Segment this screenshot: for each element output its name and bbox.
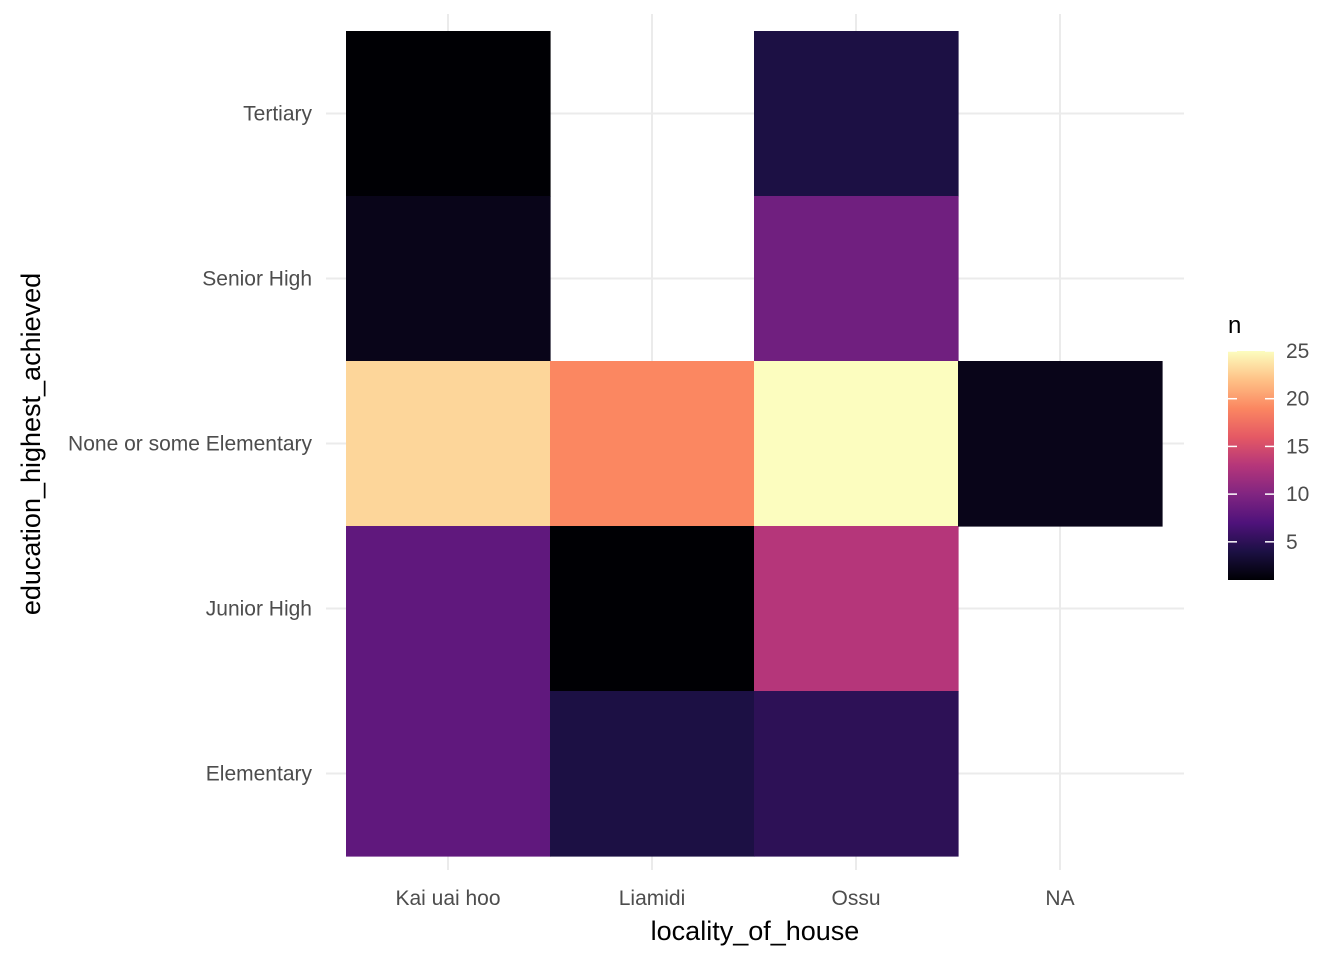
legend-colorbar: [1228, 351, 1274, 580]
heatmap-cell-kai-uai-hoo-junior-high: [346, 526, 551, 692]
heatmap-cell-kai-uai-hoo-none-or-some-elementary: [346, 361, 551, 527]
y-tick-label: Tertiary: [243, 103, 312, 126]
heatmap-cell-kai-uai-hoo-senior-high: [346, 196, 551, 362]
legend-tick-label: 5: [1286, 531, 1298, 554]
heatmap-cell-liamidi-junior-high: [550, 526, 755, 692]
legend-tick-label: 25: [1286, 340, 1309, 363]
heatmap-cell-ossu-senior-high: [754, 196, 959, 362]
color-legend: n 5 10 15 20 25: [1228, 312, 1309, 580]
x-tick-label: Kai uai hoo: [395, 887, 500, 910]
x-axis-tick-labels: Kai uai hoo Liamidi Ossu NA: [395, 887, 1074, 910]
x-tick-label: NA: [1045, 887, 1074, 910]
heatmap-cell-kai-uai-hoo-tertiary: [346, 31, 551, 197]
x-tick-label: Ossu: [831, 887, 880, 910]
legend-tick-label: 15: [1286, 435, 1309, 458]
y-axis-title: education_highest_achieved: [16, 273, 46, 615]
x-tick-label: Liamidi: [619, 887, 686, 910]
heatmap-cell-liamidi-none-or-some-elementary: [550, 361, 755, 527]
heatmap-cells: [346, 31, 1163, 857]
legend-ticks: 5 10 15 20 25: [1228, 340, 1309, 554]
heatmap-cell-ossu-junior-high: [754, 526, 959, 692]
y-axis-tick-labels: Elementary Junior High None or some Elemen…: [68, 103, 312, 786]
legend-tick-label: 10: [1286, 483, 1309, 506]
heatmap-cell-na-none-or-some-elementary: [958, 361, 1163, 527]
y-tick-label: Junior High: [206, 598, 312, 621]
y-tick-label: None or some Elementary: [68, 433, 312, 456]
heatmap-cell-ossu-elementary: [754, 691, 959, 857]
legend-title: n: [1228, 312, 1241, 339]
heatmap-cell-ossu-none-or-some-elementary: [754, 361, 959, 527]
heatmap-cell-ossu-tertiary: [754, 31, 959, 197]
heatmap-cell-liamidi-elementary: [550, 691, 755, 857]
y-tick-label: Senior High: [202, 268, 312, 291]
legend-tick-label: 20: [1286, 388, 1309, 411]
heatmap-cell-kai-uai-hoo-elementary: [346, 691, 551, 857]
x-axis-title: locality_of_house: [651, 916, 860, 946]
y-tick-label: Elementary: [206, 763, 313, 786]
